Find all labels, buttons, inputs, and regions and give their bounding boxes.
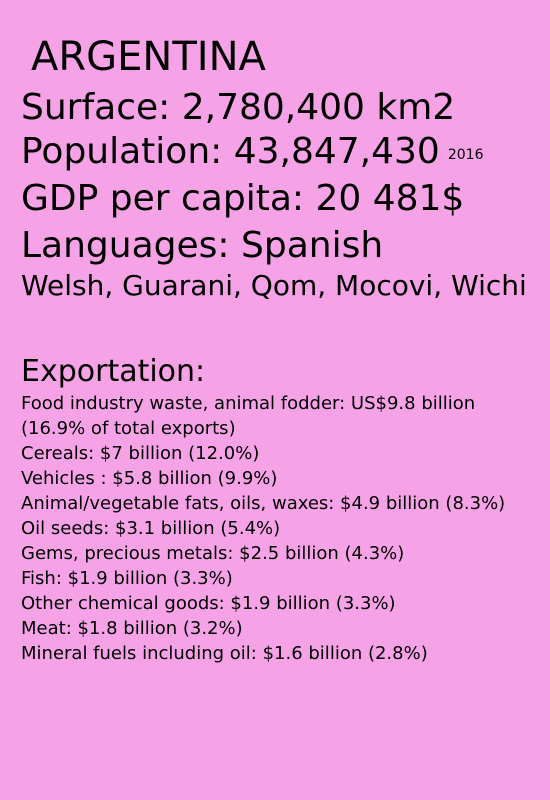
other-languages: Welsh, Guarani, Qom, Mocovi, Wichi: [21, 269, 527, 302]
country-title: ARGENTINA: [31, 34, 266, 80]
export-item: Gems, precious metals: $2.5 billion (4.3…: [21, 543, 405, 564]
export-item: Mineral fuels including oil: $1.6 billio…: [21, 643, 428, 664]
export-item: Meat: $1.8 billion (3.2%): [21, 618, 243, 639]
export-item: Other chemical goods: $1.9 billion (3.3%…: [21, 593, 396, 614]
export-item: Vehicles : $5.8 billion (9.9%): [21, 468, 278, 489]
surface-line: Surface: 2,780,400 km2: [21, 87, 456, 128]
gdp-line: GDP per capita: 20 481$: [21, 178, 465, 219]
exportation-heading: Exportation:: [21, 354, 206, 389]
export-item: Food industry waste, animal fodder: US$9…: [21, 393, 476, 439]
export-item: Fish: $1.9 billion (3.3%): [21, 568, 233, 589]
export-item: Animal/vegetable fats, oils, waxes: $4.9…: [21, 493, 506, 514]
exports-list: Food industry waste, animal fodder: US$9…: [21, 391, 531, 666]
population-line: Population: 43,847,430 2016: [21, 130, 483, 177]
population-value: Population: 43,847,430: [21, 131, 440, 172]
population-year: 2016: [447, 147, 484, 163]
export-item: Cereals: $7 billion (12.0%): [21, 443, 260, 464]
export-item: Oil seeds: $3.1 billion (5.4%): [21, 518, 281, 539]
languages-line: Languages: Spanish: [21, 225, 384, 266]
